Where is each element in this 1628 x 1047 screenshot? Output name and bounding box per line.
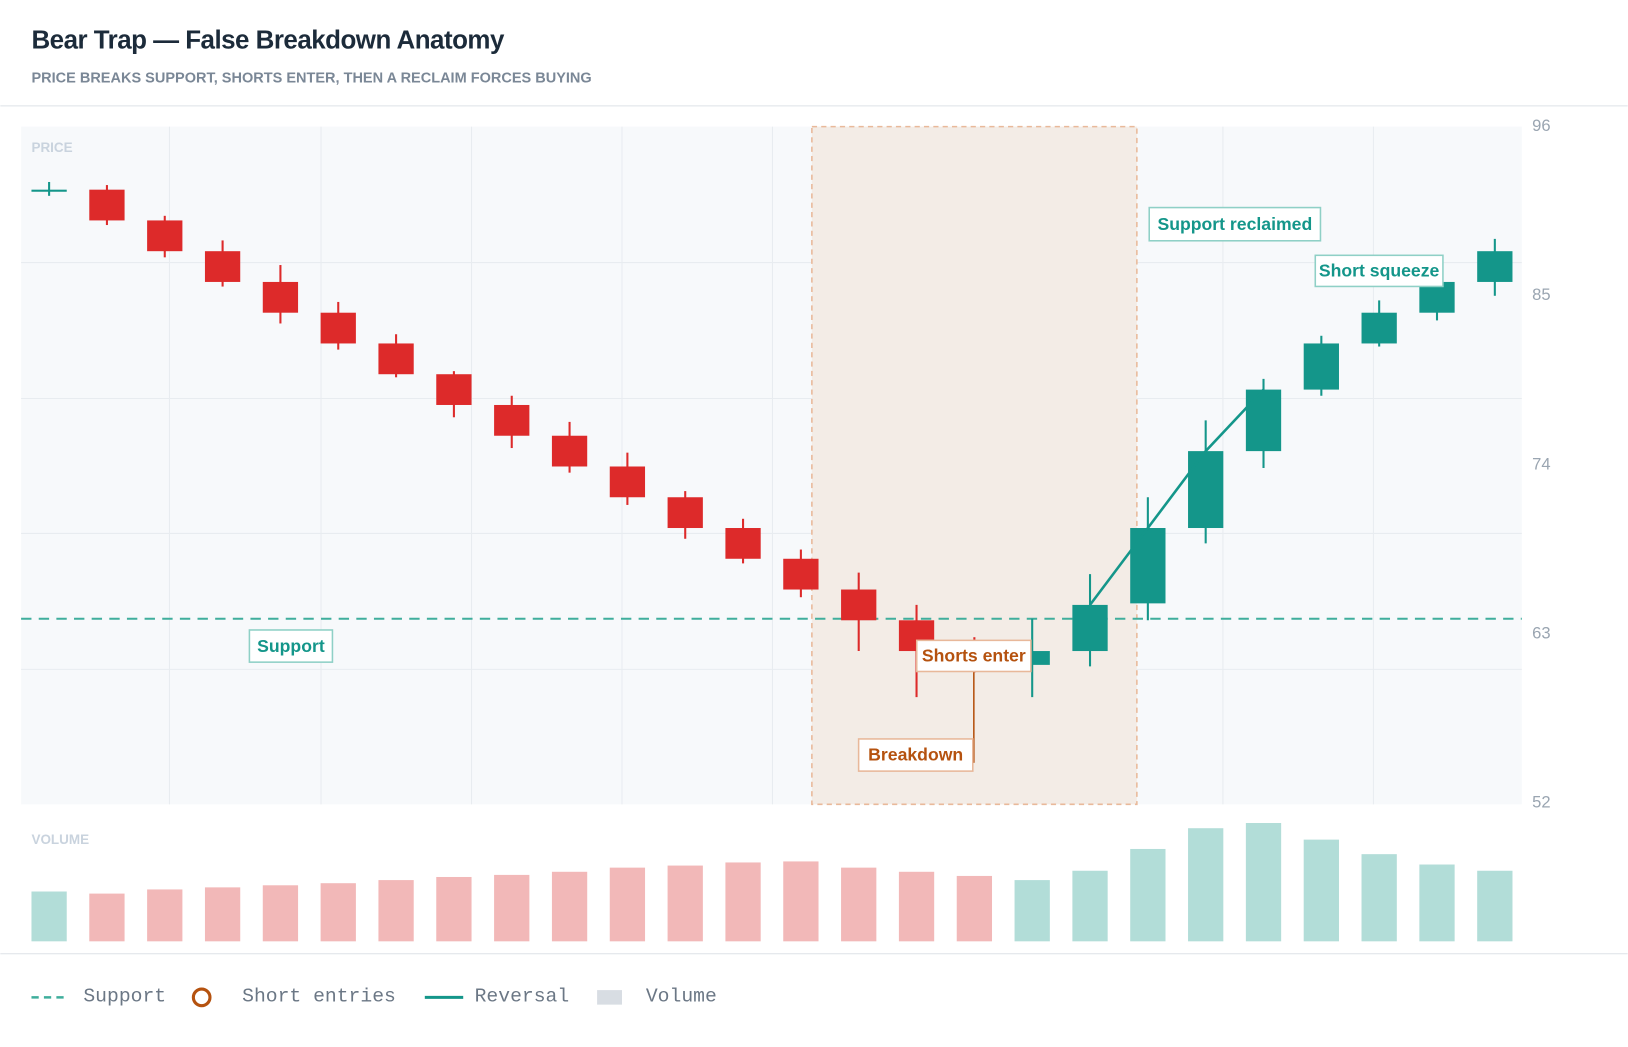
candle-body: [320, 312, 356, 344]
chart-subtitle: PRICE BREAKS SUPPORT, SHORTS ENTER, THEN…: [31, 71, 591, 87]
volume-bar: [320, 883, 356, 942]
annotation: Support reclaimed: [1157, 214, 1312, 234]
candle-body: [1072, 604, 1108, 652]
candle-body: [31, 189, 67, 192]
volume-bar: [262, 885, 299, 942]
annotation-box: [915, 639, 1032, 673]
candle-body: [378, 343, 414, 375]
candle-body: [262, 281, 299, 313]
legend-label: Short entries: [242, 986, 396, 1008]
volume-bar: [609, 867, 646, 942]
annotation-box: [857, 738, 974, 772]
y-tick-label: 74: [1532, 454, 1550, 473]
volume-bar: [147, 889, 183, 942]
candle-body: [783, 558, 819, 590]
volume-bar: [31, 891, 67, 942]
candle-body: [494, 404, 530, 436]
volume-bar: [783, 861, 819, 942]
volume-bar: [1477, 870, 1513, 942]
volume-bar: [89, 893, 125, 942]
volume-bar: [436, 876, 472, 942]
volume-bar: [667, 865, 703, 942]
legend-swatch: [597, 990, 622, 1005]
volume-bar: [956, 875, 993, 942]
chart-title: Bear Trap — False Breakdown Anatomy: [31, 26, 504, 54]
volume-bar: [1072, 870, 1108, 942]
annotation: Short squeeze: [1319, 261, 1440, 281]
legend-label: Reversal: [475, 986, 570, 1008]
reversal-line: [1088, 388, 1265, 606]
candle-body: [1245, 389, 1282, 452]
volume-bar: [204, 887, 241, 942]
volume-bar: [1014, 880, 1050, 942]
y-tick-label: 52: [1532, 793, 1550, 812]
candle-body: [1188, 451, 1224, 529]
candle-body: [1130, 528, 1166, 604]
annotation: Breakdown: [868, 745, 963, 765]
annotation: Support: [257, 636, 325, 656]
volume-bar: [1361, 854, 1397, 942]
volume-bar: [1130, 848, 1166, 942]
candle-body: [551, 435, 588, 467]
candle-body: [725, 528, 761, 559]
y-tick-label: 85: [1532, 285, 1550, 304]
volume-bar: [1245, 823, 1282, 942]
panel-label: PRICE: [31, 140, 72, 155]
volume-bar: [378, 880, 414, 942]
annotation-box: [1314, 254, 1444, 288]
legend-label: Support: [83, 986, 166, 1008]
y-tick-label: 96: [1532, 116, 1550, 135]
candle-body: [1361, 312, 1397, 344]
legend-swatch: [191, 987, 212, 1008]
candle-body: [609, 466, 646, 498]
candle-body: [1303, 343, 1339, 390]
volume-bar: [898, 871, 935, 942]
candle-body: [147, 220, 183, 252]
y-tick-label: 63: [1532, 624, 1550, 643]
candle-body: [89, 189, 125, 221]
volume-bar: [1419, 864, 1455, 942]
candle-body: [667, 497, 703, 529]
annotation: Shorts enter: [922, 646, 1026, 666]
candle-body: [841, 589, 877, 621]
panel-label: VOLUME: [31, 832, 89, 847]
legend-label: Volume: [646, 986, 717, 1008]
candle-body: [436, 374, 472, 405]
annotation-box: [1148, 206, 1322, 242]
annotation-box: [248, 629, 334, 663]
volume-bar: [725, 862, 761, 942]
volume-bar: [1188, 828, 1224, 942]
candle-body: [204, 251, 241, 282]
volume-bar: [494, 874, 530, 942]
volume-bar: [1303, 839, 1339, 942]
candle-body: [1477, 251, 1513, 282]
volume-bar: [841, 867, 877, 942]
volume-bar: [551, 871, 588, 942]
